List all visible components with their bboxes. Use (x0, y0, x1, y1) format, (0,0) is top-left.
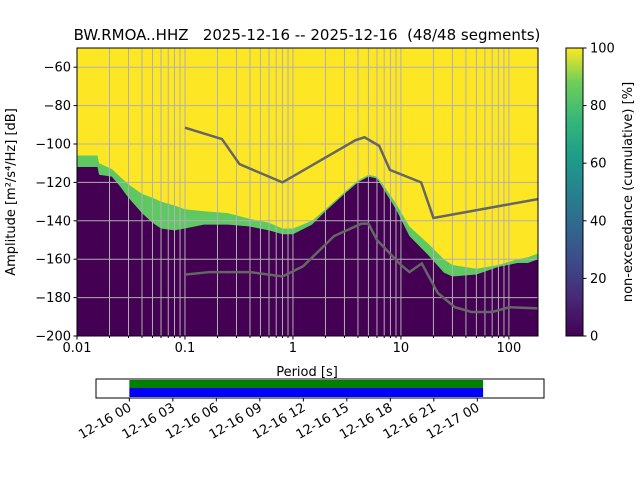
colorbar-label: non-exceedance (cumulative) [%] (621, 82, 636, 302)
x-tick-label: 0.1 (175, 341, 196, 356)
x-tick-label: 100 (496, 341, 521, 356)
noise-model-line-nlnm (184, 222, 538, 314)
y-tick-label: −60 (44, 61, 71, 76)
y-tick-label: −80 (44, 99, 71, 114)
x-tick-label: 10 (393, 341, 410, 356)
colorbar (565, 47, 584, 337)
grid-lines (77, 48, 538, 336)
y-axis-label: Amplitude [m²/s⁴/Hz] [dB] (4, 108, 19, 276)
y-tick-label: −180 (35, 291, 71, 306)
coverage-used-bar (129, 380, 484, 388)
y-tick-label: −120 (35, 176, 71, 191)
coverage-available-bar (129, 388, 484, 397)
plot-frame (76, 47, 539, 337)
y-tick-label: −160 (35, 253, 71, 268)
x-axis-label: Period [s] (276, 365, 338, 380)
density-low-region (77, 167, 538, 336)
colorbar-tick-label: 80 (590, 99, 607, 114)
colorbar-tick-label: 100 (590, 42, 615, 57)
chart-title: BW.RMOA..HHZ 2025-12-16 -- 2025-12-16 (4… (74, 26, 541, 44)
colorbar-tick-label: 40 (590, 214, 607, 229)
noise-model-line-nhnm (184, 126, 538, 220)
colorbar-tick-label: 20 (590, 272, 607, 287)
y-tick-label: −100 (35, 138, 71, 153)
colorbar-tick-label: 0 (590, 330, 598, 345)
x-tick-label: 1 (289, 341, 297, 356)
colorbar-tick-label: 60 (590, 157, 607, 172)
y-tick-label: −200 (35, 330, 71, 345)
y-tick-label: −140 (35, 214, 71, 229)
x-tick-label: 0.01 (63, 341, 92, 356)
